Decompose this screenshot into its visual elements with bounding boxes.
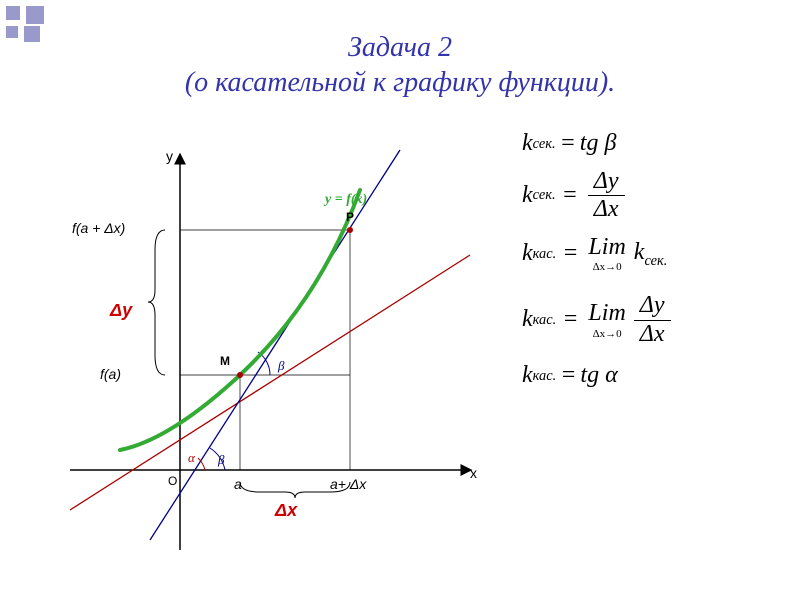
point-p-label: P xyxy=(346,210,354,224)
tangent-line xyxy=(70,255,470,510)
lim-under: Δx→0 xyxy=(593,261,622,274)
den-dx2: Δx xyxy=(634,321,671,349)
point-p xyxy=(347,227,353,233)
formula-block: kсек. = tg β kсек. = Δy Δx kкас. = Lim Δ… xyxy=(522,130,782,400)
formula-kkas-tga: kкас. = tg α xyxy=(522,362,782,390)
formula-kkas-lim-frac: kкас. = Lim Δx→0 Δy Δx xyxy=(522,292,782,348)
slide-title: Задача 2 (о касательной к графику функци… xyxy=(0,0,800,100)
title-line-2: (о касательной к графику функции). xyxy=(0,65,800,100)
frac-dy-dx-2: Δy Δx xyxy=(634,292,671,348)
tick-fa: f(a) xyxy=(100,366,121,382)
frac-dy-dx: Δy Δx xyxy=(588,168,625,224)
title-line-1: Задача 2 xyxy=(0,30,800,65)
tg-sym: tg xyxy=(580,130,599,158)
point-m xyxy=(237,372,243,378)
lim2: Lim Δx→0 xyxy=(588,300,625,340)
delta-x-label: Δx xyxy=(275,500,297,521)
den-dx: Δx xyxy=(588,196,625,224)
tg-sym2: tg xyxy=(580,362,599,390)
point-m-label: M xyxy=(220,354,230,368)
kas-sub2: кас. xyxy=(533,312,557,329)
dy-brace xyxy=(148,230,165,375)
kas-sub3: кас. xyxy=(533,368,557,385)
lim1: Lim Δx→0 xyxy=(588,234,625,274)
k-sym3: k xyxy=(522,240,533,268)
k-sym4: k xyxy=(522,306,533,334)
curve-label: y = f(x) xyxy=(325,192,367,208)
k-sym5: k xyxy=(522,362,533,390)
k-sym2: k xyxy=(522,182,533,210)
sek-sub: сек. xyxy=(533,136,556,153)
origin-label: O xyxy=(168,474,177,488)
lim-word: Lim xyxy=(588,234,625,262)
eq3: = xyxy=(562,240,578,268)
alpha-label: α xyxy=(188,450,195,466)
formula-ksek-tgb: kсек. = tg β xyxy=(522,130,782,158)
tick-a: a xyxy=(234,476,242,492)
eq-sym: = xyxy=(560,130,576,158)
delta-y-label: Δy xyxy=(110,300,132,321)
tick-fadx: f(a + Δx) xyxy=(72,220,125,236)
slide-content: x y O y = f(x) M P a a+ Δx f(a) f(a + Δx… xyxy=(0,100,800,570)
corner-decoration xyxy=(6,6,46,42)
k-sym: k xyxy=(522,130,533,158)
lim-under2: Δx→0 xyxy=(593,328,622,341)
lim-word2: Lim xyxy=(588,300,625,328)
formula-kkas-lim-ksek: kкас. = Lim Δx→0 kсек. xyxy=(522,234,782,274)
tick-adx: a+ Δx xyxy=(330,476,366,492)
tangent-graph xyxy=(60,140,480,560)
eq4: = xyxy=(562,306,578,334)
ksek-after-lim: kсек. xyxy=(634,239,668,269)
beta-sym: β xyxy=(604,130,616,158)
formula-ksek-frac: kсек. = Δy Δx xyxy=(522,168,782,224)
eq5: = xyxy=(560,362,576,390)
x-axis-label: x xyxy=(470,465,477,481)
beta-label-axis: β xyxy=(218,452,224,468)
kas-sub: кас. xyxy=(533,246,557,263)
eq2: = xyxy=(562,182,578,210)
beta-label-m: β xyxy=(278,358,284,374)
num-dy2: Δy xyxy=(634,292,671,321)
sek-sub2: сек. xyxy=(533,187,556,204)
alpha-sym: α xyxy=(605,362,618,390)
y-axis-label: y xyxy=(166,148,173,164)
num-dy: Δy xyxy=(588,168,625,197)
